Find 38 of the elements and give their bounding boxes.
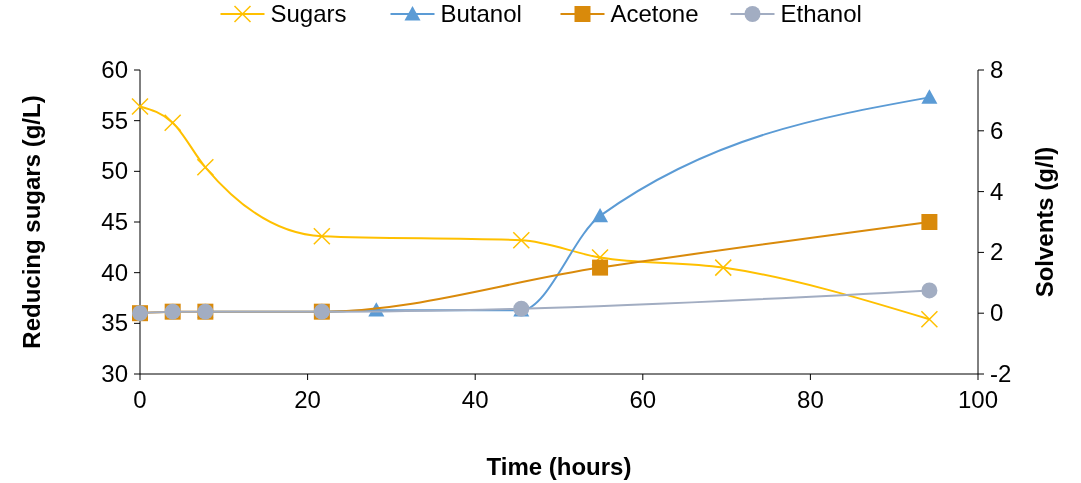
y2-tick-label: 0 xyxy=(990,299,1004,327)
y2-tick-label: 4 xyxy=(990,177,1004,205)
point xyxy=(512,231,531,249)
point xyxy=(714,258,732,277)
x-axis-title: Time (hours) xyxy=(486,453,632,480)
y2-tick-label: -2 xyxy=(990,360,1012,387)
x-tick-label: 60 xyxy=(629,386,657,413)
y-tick-label: 55 xyxy=(101,106,128,134)
y-tick-label: 60 xyxy=(101,56,128,83)
y-tick-label: 40 xyxy=(101,258,128,286)
x-tick-label: 80 xyxy=(797,386,824,413)
point xyxy=(921,282,938,299)
point xyxy=(196,158,215,177)
point xyxy=(131,97,149,116)
y2-tick-label: 6 xyxy=(990,116,1004,144)
y2-tick-label: 8 xyxy=(990,56,1004,83)
y2-axis-title: Solvents (g/l) xyxy=(1031,146,1058,298)
legend-label: Butanol xyxy=(440,0,522,27)
point xyxy=(921,214,938,230)
point xyxy=(920,310,939,329)
point xyxy=(163,113,182,132)
x-tick-label: 20 xyxy=(294,386,321,413)
x-tick-label: 40 xyxy=(461,386,489,413)
point xyxy=(313,227,331,245)
y-tick-label: 50 xyxy=(101,157,128,185)
point xyxy=(592,259,609,276)
y2-tick-label: 2 xyxy=(990,238,1004,266)
y-tick-label: 45 xyxy=(101,208,128,235)
x-tick-label: 0 xyxy=(133,386,147,413)
y-tick-label: 35 xyxy=(101,309,128,337)
legend-label: Ethanol xyxy=(780,0,862,27)
point xyxy=(592,207,609,223)
legend-label: Sugars xyxy=(270,0,347,27)
y-tick-label: 30 xyxy=(101,360,128,387)
legend-label: Acetone xyxy=(610,0,699,27)
point xyxy=(921,89,938,104)
y-axis-title: Reducing sugars (g/L) xyxy=(18,95,45,349)
x-tick-label: 100 xyxy=(957,386,999,413)
